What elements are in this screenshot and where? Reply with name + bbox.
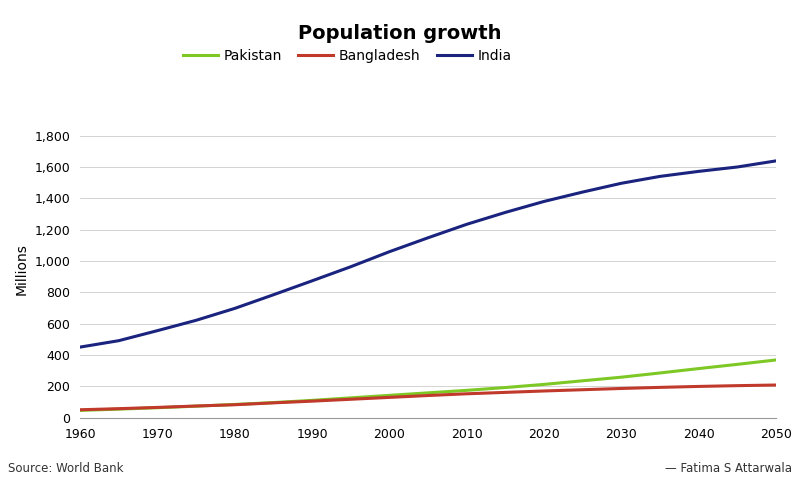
Y-axis label: Millions: Millions bbox=[15, 243, 29, 295]
India bbox=[655, 173, 665, 179]
India bbox=[114, 338, 123, 344]
Bangladesh bbox=[75, 407, 85, 413]
Pakistan bbox=[307, 397, 317, 403]
Bangladesh bbox=[191, 403, 201, 409]
Bangladesh bbox=[501, 389, 510, 395]
Pakistan bbox=[423, 390, 433, 396]
Bangladesh bbox=[462, 391, 471, 396]
Bangladesh bbox=[269, 400, 278, 406]
India bbox=[733, 164, 742, 170]
Pakistan bbox=[539, 382, 549, 387]
Bangladesh bbox=[153, 405, 162, 410]
Bangladesh bbox=[578, 387, 587, 393]
India bbox=[694, 168, 703, 174]
India bbox=[75, 344, 85, 350]
India bbox=[269, 292, 278, 298]
India bbox=[539, 199, 549, 204]
India bbox=[153, 328, 162, 334]
Pakistan bbox=[114, 406, 123, 412]
Legend: Pakistan, Bangladesh, India: Pakistan, Bangladesh, India bbox=[178, 44, 517, 69]
India bbox=[307, 278, 317, 284]
India bbox=[771, 158, 781, 164]
Text: Source: World Bank: Source: World Bank bbox=[8, 462, 123, 475]
Bangladesh bbox=[230, 402, 239, 408]
Pakistan bbox=[269, 400, 278, 406]
Bangladesh bbox=[655, 384, 665, 390]
Pakistan bbox=[230, 402, 239, 408]
India bbox=[423, 235, 433, 240]
Bangladesh bbox=[114, 406, 123, 411]
Pakistan bbox=[191, 403, 201, 409]
Bangladesh bbox=[539, 388, 549, 394]
Line: Pakistan: Pakistan bbox=[80, 360, 776, 410]
Pakistan bbox=[153, 405, 162, 410]
India bbox=[617, 180, 626, 186]
Pakistan bbox=[75, 408, 85, 413]
India bbox=[346, 264, 355, 270]
Pakistan bbox=[617, 374, 626, 380]
India bbox=[501, 210, 510, 216]
India bbox=[191, 317, 201, 323]
Pakistan bbox=[771, 357, 781, 363]
Bangladesh bbox=[733, 383, 742, 388]
Pakistan bbox=[385, 393, 394, 398]
India bbox=[462, 221, 471, 227]
Pakistan bbox=[655, 370, 665, 376]
Pakistan bbox=[501, 384, 510, 390]
Line: India: India bbox=[80, 161, 776, 347]
Bangladesh bbox=[694, 384, 703, 389]
India bbox=[578, 189, 587, 195]
Pakistan bbox=[578, 378, 587, 384]
Bangladesh bbox=[617, 385, 626, 391]
Bangladesh bbox=[346, 396, 355, 402]
Pakistan bbox=[346, 395, 355, 401]
Text: — Fatima S Attarwala: — Fatima S Attarwala bbox=[665, 462, 792, 475]
Bangladesh bbox=[385, 395, 394, 400]
India bbox=[230, 306, 239, 312]
Pakistan bbox=[462, 387, 471, 393]
Pakistan bbox=[694, 366, 703, 372]
Bangladesh bbox=[771, 382, 781, 388]
Pakistan bbox=[733, 361, 742, 367]
Text: Population growth: Population growth bbox=[298, 24, 502, 43]
Bangladesh bbox=[423, 393, 433, 398]
Line: Bangladesh: Bangladesh bbox=[80, 385, 776, 410]
India bbox=[385, 249, 394, 254]
Bangladesh bbox=[307, 398, 317, 404]
